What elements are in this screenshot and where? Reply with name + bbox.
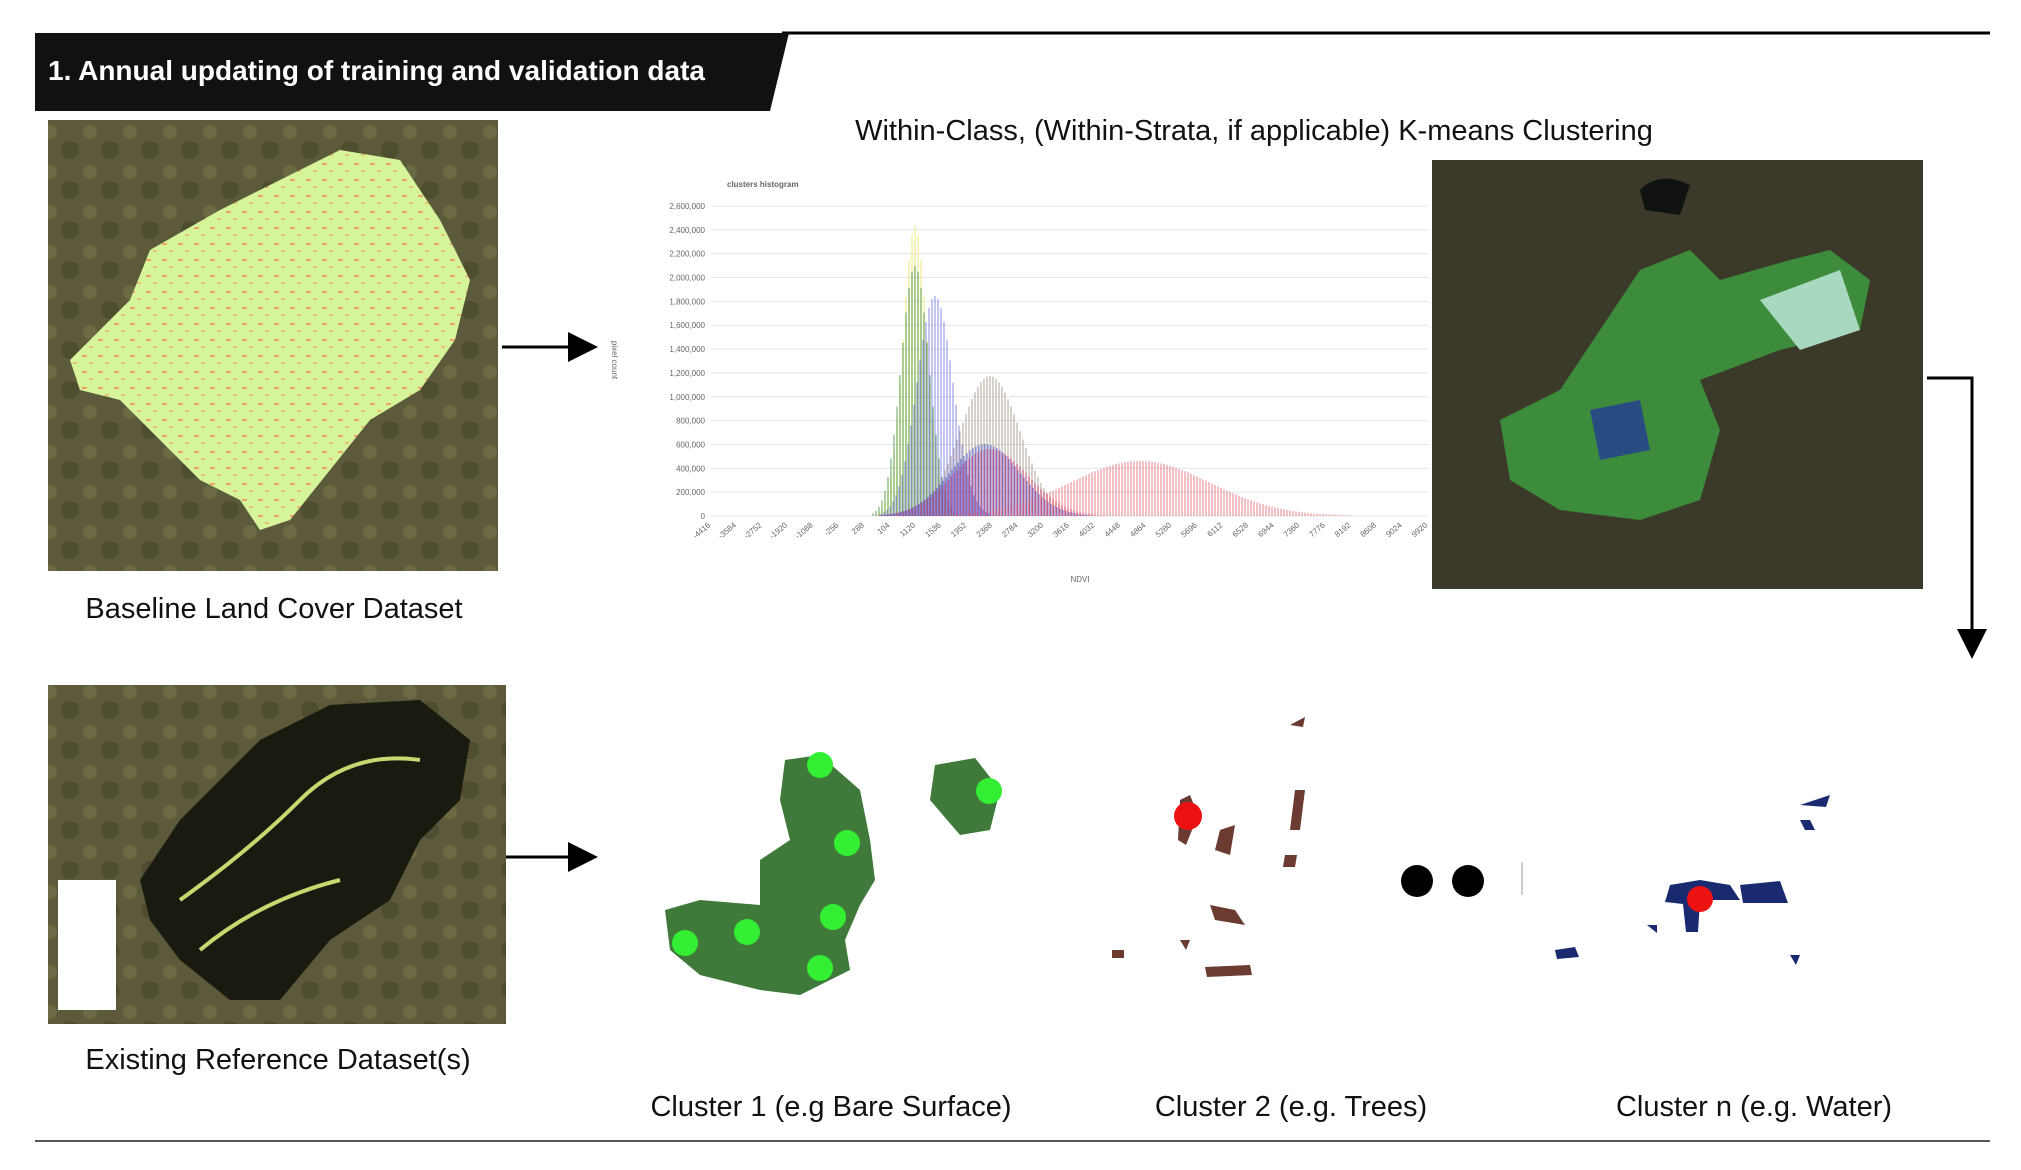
histogram: clusters histogram NDVI pixel count 0 200… — [610, 180, 1430, 584]
y-tick-label: 1,000,000 — [669, 393, 705, 402]
cluster-shape — [930, 758, 1000, 835]
x-axis-label: NDVI — [1070, 575, 1089, 584]
x-tick-label: 4448 — [1103, 520, 1123, 539]
x-tick-label: 4032 — [1077, 520, 1097, 539]
x-tick-label: 4864 — [1128, 520, 1148, 539]
x-tick-label: -3584 — [716, 520, 738, 540]
y-tick-label: 0 — [701, 512, 706, 521]
legend-box — [58, 880, 116, 1010]
y-tick-label: 600,000 — [676, 440, 705, 449]
y-tick-label: 200,000 — [676, 488, 705, 497]
reference-area — [140, 700, 470, 1000]
y-tick-label: 2,400,000 — [669, 226, 705, 235]
x-tick-label: -1088 — [793, 520, 815, 540]
x-tick-label: 8192 — [1333, 520, 1353, 539]
y-tick-label: 2,000,000 — [669, 274, 705, 283]
cluster-overlay — [1590, 400, 1650, 460]
x-tick-label: 3616 — [1051, 520, 1071, 539]
cluster-n: Cluster n (e.g. Water) — [1555, 795, 1892, 1123]
x-tick-label: -2752 — [742, 520, 764, 540]
cluster-shape — [665, 755, 875, 995]
x-tick-label: 7776 — [1307, 520, 1327, 539]
y-tick-label: 2,600,000 — [669, 202, 705, 211]
sample-point — [1174, 802, 1202, 830]
land-cover — [70, 150, 470, 530]
cluster-1: Cluster 1 (e.g Bare Surface) — [650, 752, 1012, 1123]
x-tick-label: 6528 — [1231, 520, 1251, 539]
cluster-2: Cluster 2 (e.g. Trees) — [1112, 717, 1427, 1123]
x-tick-label: -1920 — [768, 520, 790, 540]
x-tick-label: 7360 — [1282, 520, 1302, 539]
x-tick-label: 1120 — [898, 520, 917, 538]
x-tick-label: 5280 — [1154, 520, 1174, 539]
ellipsis-dot — [1452, 865, 1484, 897]
header-title: 1. Annual updating of training and valid… — [48, 55, 705, 86]
x-tick-label: 6112 — [1205, 520, 1224, 538]
baseline-label: Baseline Land Cover Dataset — [85, 593, 462, 625]
header-box — [35, 33, 789, 111]
y-tick-label: 1,600,000 — [669, 321, 705, 330]
x-tick-label: 5696 — [1179, 520, 1199, 539]
x-tick-label: 9024 — [1384, 520, 1404, 539]
clustering-title: Within-Class, (Within-Strata, if applica… — [855, 115, 1653, 147]
x-tick-label: 1536 — [923, 520, 943, 539]
connector — [1927, 376, 1987, 659]
x-tick-label: 9920 — [1410, 520, 1430, 539]
y-tick-label: 1,800,000 — [669, 297, 705, 306]
x-tick-label: 1952 — [949, 520, 969, 539]
water — [1640, 178, 1690, 215]
x-tick-label: 8608 — [1359, 520, 1379, 539]
x-tick-label: -256 — [822, 520, 840, 538]
reference-label: Existing Reference Dataset(s) — [85, 1044, 470, 1076]
cluster-overlay — [1760, 270, 1860, 350]
x-tick-label: 3200 — [1026, 520, 1046, 539]
x-tick-label: 288 — [850, 520, 866, 536]
cluster-label: Cluster 2 (e.g. Trees) — [1155, 1091, 1427, 1123]
y-tick-label: 1,200,000 — [669, 369, 705, 378]
x-tick-label: 6944 — [1256, 520, 1276, 539]
histogram-title: clusters histogram — [727, 180, 799, 189]
x-tick-label: 2784 — [1000, 520, 1020, 539]
y-axis-label: pixel count — [610, 341, 619, 380]
cluster-label: Cluster n (e.g. Water) — [1616, 1091, 1892, 1123]
y-tick-label: 2,200,000 — [669, 250, 705, 259]
sample-points — [672, 752, 1002, 981]
y-tick-label: 1,400,000 — [669, 345, 705, 354]
x-tick-label: -4416 — [691, 520, 713, 540]
ellipsis-dot — [1401, 865, 1433, 897]
x-tick-label: 2368 — [975, 520, 995, 539]
x-tick-label: 104 — [876, 520, 892, 536]
cluster-label: Cluster 1 (e.g Bare Surface) — [650, 1091, 1011, 1123]
sample-point — [1687, 886, 1713, 912]
reference-points — [178, 756, 421, 952]
y-tick-label: 400,000 — [676, 464, 705, 473]
y-tick-label: 800,000 — [676, 417, 705, 426]
